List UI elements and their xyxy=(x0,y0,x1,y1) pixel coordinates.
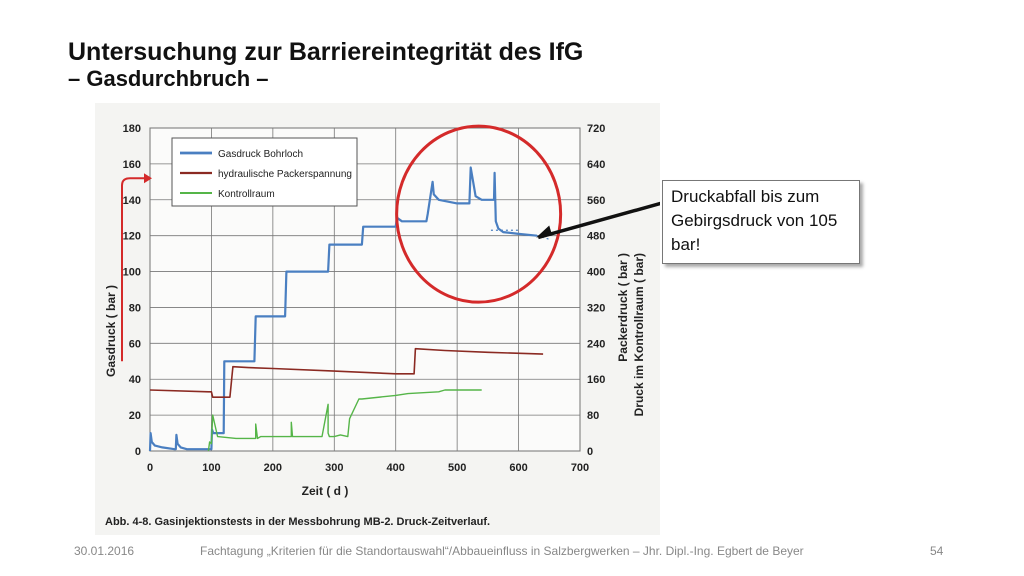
y2-tick-label: 320 xyxy=(587,302,605,314)
series-line-hydraulische-packerspannung xyxy=(149,347,544,398)
x-tick-label: 200 xyxy=(264,462,282,474)
y-tick-label: 180 xyxy=(123,123,141,135)
y2-tick-label: 640 xyxy=(587,159,605,171)
legend-label: Kontrollraum xyxy=(218,189,275,200)
chart-series xyxy=(148,166,550,452)
figure-caption: Abb. 4-8. Gasinjektionstests in der Mess… xyxy=(105,516,490,528)
slide-title: Untersuchung zur Barriereintegrität des … xyxy=(68,38,583,92)
y2-tick-label: 560 xyxy=(587,195,605,207)
y-tick-label: 100 xyxy=(123,267,141,279)
x-tick-label: 400 xyxy=(387,462,405,474)
y-axis-label: Gasdruck ( bar ) xyxy=(104,285,118,377)
y-tick-label: 140 xyxy=(123,195,141,207)
series-line-gasdruck-bohrloch xyxy=(148,166,538,452)
callout-box: Druckabfall bis zum Gebirgsdruck von 105… xyxy=(662,180,860,264)
legend-label: hydraulische Packerspannung xyxy=(218,169,352,180)
y2-tick-label: 480 xyxy=(587,231,605,243)
y2-tick-label: 400 xyxy=(587,267,605,279)
y-tick-label: 80 xyxy=(129,302,141,314)
callout-arrowhead xyxy=(536,225,553,238)
chart-axes: 0 100 200 300 400 500 600 700 0 20 40 60 80 100 120 140… xyxy=(123,123,606,474)
x-tick-label: 600 xyxy=(509,462,527,474)
x-tick-label: 0 xyxy=(147,462,153,474)
pointer-arrowhead xyxy=(144,173,152,184)
callout-text: Druckabfall bis zum Gebirgsdruck von 105… xyxy=(671,187,838,254)
series-line-kontrollraum xyxy=(207,389,482,452)
y2-tick-label: 720 xyxy=(587,123,605,135)
pointer-arrow xyxy=(121,177,144,362)
highlight-circle xyxy=(395,124,563,304)
y-tick-label: 120 xyxy=(123,231,141,243)
chart-annotations xyxy=(121,124,660,362)
chart-legend: Gasdruck Bohrloch hydraulische Packerspan… xyxy=(171,137,358,207)
x-tick-label: 700 xyxy=(571,462,589,474)
y2-tick-label: 160 xyxy=(587,374,605,386)
y-tick-label: 60 xyxy=(129,338,141,350)
x-axis-label: Zeit ( d ) xyxy=(302,484,349,498)
legend-label: Gasdruck Bohrloch xyxy=(218,149,303,160)
y2-axis-label-line-1: Packerdruck ( bar ) xyxy=(616,253,630,362)
pressure-time-chart: 0 100 200 300 400 500 600 700 0 20 40 60 80 100 120 140… xyxy=(104,123,660,528)
y-tick-label: 40 xyxy=(129,374,141,386)
y2-axis-label-line-2: Druck im Kontrollraum ( bar) xyxy=(632,253,646,416)
x-tick-label: 300 xyxy=(325,462,343,474)
title-line-2: – Gasdurchbruch – xyxy=(68,66,269,91)
x-tick-label: 500 xyxy=(448,462,466,474)
y-tick-label: 20 xyxy=(129,410,141,422)
x-tick-label: 100 xyxy=(202,462,220,474)
title-line-1: Untersuchung zur Barriereintegrität des … xyxy=(68,38,584,66)
y-tick-label: 0 xyxy=(135,446,141,458)
y2-tick-label: 240 xyxy=(587,338,605,350)
callout-arrow xyxy=(537,201,660,240)
y2-tick-label: 0 xyxy=(587,446,593,458)
footer-date: 30.01.2016 xyxy=(74,544,135,558)
page-number: 54 xyxy=(930,544,944,558)
y-tick-label: 160 xyxy=(123,159,141,171)
y2-tick-label: 80 xyxy=(587,410,599,422)
footer-text: Fachtagung „Kriterien für die Standortau… xyxy=(200,544,804,558)
